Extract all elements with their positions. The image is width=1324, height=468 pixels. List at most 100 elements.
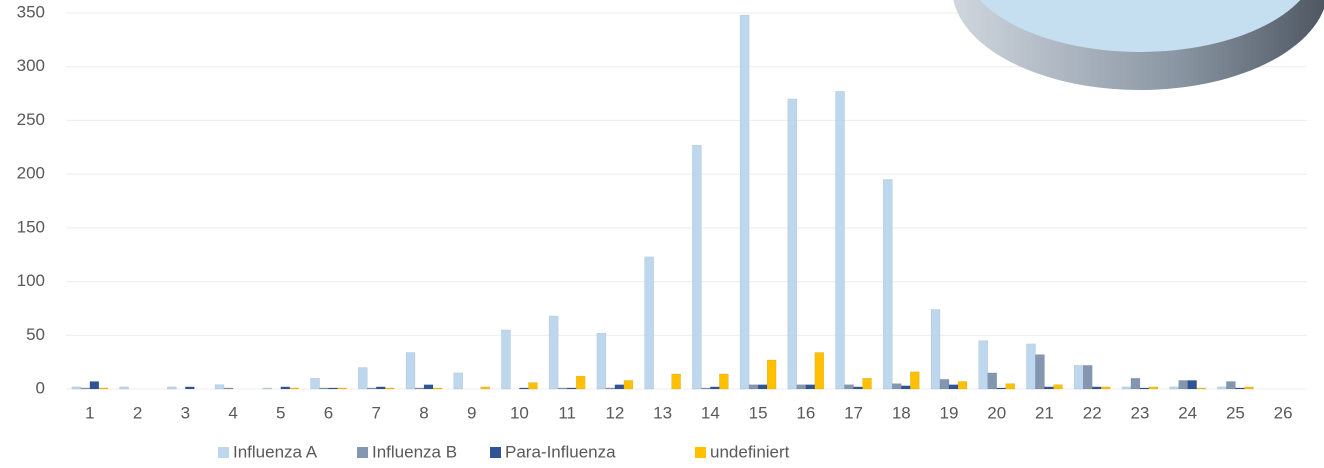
bar <box>1196 387 1206 390</box>
bar <box>862 378 872 390</box>
bar <box>480 386 490 390</box>
legend-swatch <box>218 447 229 458</box>
bar <box>719 373 729 390</box>
bar <box>280 386 291 390</box>
x-tick-label: 16 <box>796 403 815 422</box>
x-tick-label: 4 <box>228 403 237 422</box>
bar <box>405 352 416 390</box>
x-tick-label: 23 <box>1130 403 1149 422</box>
bar <box>385 387 395 390</box>
bar <box>623 380 634 390</box>
y-tick-label: 250 <box>17 110 45 129</box>
x-tick-label: 25 <box>1226 403 1245 422</box>
x-tick-label: 24 <box>1178 403 1197 422</box>
bar <box>319 387 329 390</box>
bar <box>596 332 607 390</box>
y-tick-label: 350 <box>17 2 45 21</box>
bar <box>1005 383 1015 390</box>
bar <box>692 144 702 390</box>
bar <box>367 387 377 390</box>
bar <box>423 384 434 390</box>
bar <box>996 387 1006 390</box>
legend-label: Influenza A <box>233 442 318 461</box>
bar <box>892 383 902 390</box>
y-tick-label: 150 <box>17 217 45 236</box>
decorative-disk <box>953 0 1324 90</box>
x-tick-label: 19 <box>940 403 959 422</box>
bar <box>167 386 177 390</box>
bar <box>710 386 720 390</box>
bar <box>835 91 845 390</box>
bar <box>987 372 997 390</box>
bar <box>739 14 750 390</box>
bar <box>98 387 109 390</box>
bar <box>757 384 768 390</box>
legend-label: undefiniert <box>710 442 790 461</box>
bar <box>1169 386 1179 390</box>
x-tick-label: 6 <box>324 403 333 422</box>
bar <box>1130 378 1141 390</box>
bar <box>185 386 195 390</box>
bar <box>844 384 854 390</box>
bar <box>528 382 538 390</box>
bar <box>1187 380 1197 390</box>
y-tick-label: 100 <box>17 271 45 290</box>
x-tick-label: 12 <box>605 403 624 422</box>
bar <box>80 387 91 390</box>
x-tick-label: 14 <box>701 403 720 422</box>
bar <box>566 387 577 390</box>
bar <box>1235 387 1245 390</box>
bar <box>1244 386 1254 390</box>
legend-label: Influenza B <box>372 442 457 461</box>
y-tick-label: 0 <box>36 378 45 397</box>
bar <box>748 384 759 390</box>
x-tick-label: 13 <box>653 403 672 422</box>
bar <box>787 98 798 390</box>
y-tick-label: 200 <box>17 164 45 183</box>
bar <box>1217 386 1227 390</box>
bar <box>766 359 777 390</box>
bar <box>853 386 863 390</box>
x-tick-label: 17 <box>844 403 863 422</box>
bar <box>1091 386 1102 390</box>
bar <box>501 329 511 390</box>
x-tick-label: 8 <box>419 403 428 422</box>
legend: Influenza A Influenza B Para-Influenza unde… <box>218 442 790 461</box>
bar <box>901 385 911 390</box>
bar <box>1178 380 1188 390</box>
bar <box>1121 386 1132 390</box>
bar <box>939 379 950 390</box>
bar <box>1053 384 1063 390</box>
x-tick-label: 5 <box>276 403 285 422</box>
bar <box>930 309 941 390</box>
x-tick-label: 3 <box>181 403 190 422</box>
bar <box>805 384 816 390</box>
bar <box>119 386 129 390</box>
y-tick-label: 300 <box>17 56 45 75</box>
bar <box>671 373 681 390</box>
x-tick-label: 9 <box>467 403 476 422</box>
bar <box>414 387 425 390</box>
bar <box>605 387 616 390</box>
bar <box>519 387 529 390</box>
bar <box>557 387 568 390</box>
bar <box>814 352 825 390</box>
x-tick-label: 26 <box>1274 403 1293 422</box>
bar <box>957 381 968 390</box>
bar <box>910 371 920 390</box>
bar <box>1026 343 1036 390</box>
x-tick-label: 15 <box>749 403 768 422</box>
bar <box>614 384 625 390</box>
bar <box>310 378 320 390</box>
bar <box>262 387 273 390</box>
bar <box>1139 387 1150 390</box>
bar <box>1100 386 1111 390</box>
bar <box>948 384 959 390</box>
x-tick-label: 18 <box>892 403 911 422</box>
x-tick-label: 20 <box>987 403 1006 422</box>
bar <box>358 367 368 390</box>
bar <box>548 315 559 390</box>
x-tick-label: 21 <box>1035 403 1054 422</box>
x-tick-label: 1 <box>85 403 94 422</box>
